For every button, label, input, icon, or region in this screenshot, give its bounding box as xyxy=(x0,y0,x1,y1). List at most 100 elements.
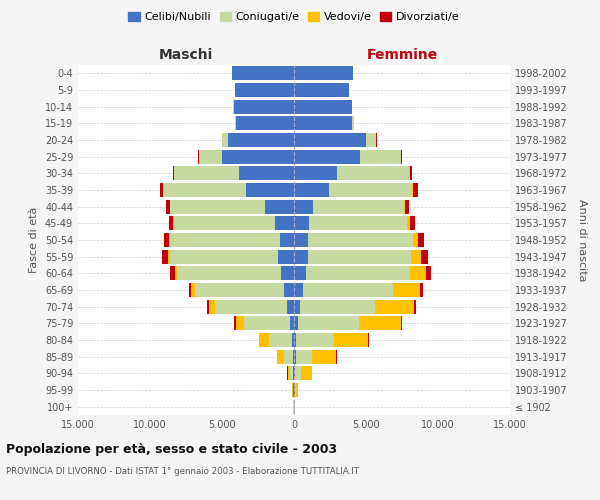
Bar xyxy=(232,66,294,80)
Bar xyxy=(215,300,287,314)
Bar xyxy=(406,200,409,214)
Bar xyxy=(287,366,290,380)
Bar xyxy=(199,150,222,164)
Bar xyxy=(296,383,298,397)
Bar xyxy=(420,283,422,297)
Bar xyxy=(401,316,402,330)
Bar xyxy=(294,150,360,164)
Bar xyxy=(313,200,404,214)
Bar xyxy=(198,150,199,164)
Bar xyxy=(329,183,412,197)
Bar xyxy=(293,350,294,364)
Bar xyxy=(166,200,170,214)
Bar xyxy=(275,216,294,230)
Bar xyxy=(175,216,275,230)
Bar xyxy=(306,266,410,280)
Bar xyxy=(294,233,308,247)
Bar xyxy=(294,100,352,114)
Y-axis label: Fasce di età: Fasce di età xyxy=(29,207,39,273)
Bar xyxy=(294,283,304,297)
Bar xyxy=(296,333,334,347)
Text: Femmine: Femmine xyxy=(367,48,437,62)
Bar xyxy=(359,316,401,330)
Bar xyxy=(309,216,407,230)
Bar xyxy=(413,233,418,247)
Bar xyxy=(294,216,309,230)
Legend: Celibi/Nubili, Coniugati/e, Vedovi/e, Divorziati/e: Celibi/Nubili, Coniugati/e, Vedovi/e, Di… xyxy=(124,8,464,27)
Bar xyxy=(290,316,294,330)
Bar xyxy=(401,150,402,164)
Bar xyxy=(301,366,312,380)
Bar xyxy=(412,183,413,197)
Bar xyxy=(189,283,191,297)
Bar xyxy=(407,216,410,230)
Bar xyxy=(222,133,228,147)
Text: Popolazione per età, sesso e stato civile - 2003: Popolazione per età, sesso e stato civil… xyxy=(6,442,337,456)
Bar xyxy=(294,66,353,80)
Bar xyxy=(334,333,368,347)
Bar xyxy=(209,300,215,314)
Bar xyxy=(337,166,409,180)
Bar xyxy=(368,333,369,347)
Bar xyxy=(239,166,294,180)
Bar xyxy=(421,250,428,264)
Bar xyxy=(294,200,313,214)
Bar xyxy=(222,150,294,164)
Bar xyxy=(244,316,290,330)
Bar xyxy=(418,233,424,247)
Bar xyxy=(295,366,301,380)
Bar xyxy=(294,300,301,314)
Bar xyxy=(293,366,294,380)
Bar xyxy=(235,316,236,330)
Bar xyxy=(194,283,284,297)
Bar xyxy=(404,200,406,214)
Bar xyxy=(284,283,294,297)
Bar xyxy=(294,250,308,264)
Bar xyxy=(233,100,294,114)
Bar xyxy=(410,166,412,180)
Bar xyxy=(236,116,294,130)
Bar xyxy=(292,333,294,347)
Bar xyxy=(191,283,194,297)
Bar xyxy=(414,300,416,314)
Bar xyxy=(277,350,284,364)
Bar xyxy=(308,250,412,264)
Bar xyxy=(294,116,352,130)
Bar xyxy=(410,266,426,280)
Bar xyxy=(287,300,294,314)
Bar xyxy=(207,300,209,314)
Bar xyxy=(426,266,431,280)
Bar xyxy=(247,183,294,197)
Text: PROVINCIA DI LIVORNO - Dati ISTAT 1° gennaio 2003 - Elaborazione TUTTITALIA.IT: PROVINCIA DI LIVORNO - Dati ISTAT 1° gen… xyxy=(6,468,359,476)
Bar xyxy=(311,350,336,364)
Bar xyxy=(360,150,401,164)
Bar xyxy=(294,166,337,180)
Bar xyxy=(294,333,296,347)
Bar xyxy=(169,233,170,247)
Bar xyxy=(170,266,175,280)
Bar xyxy=(294,133,366,147)
Bar xyxy=(170,200,265,214)
Bar xyxy=(173,216,175,230)
Bar xyxy=(162,250,168,264)
Bar xyxy=(280,233,294,247)
Bar xyxy=(160,183,163,197)
Bar xyxy=(294,183,329,197)
Bar xyxy=(298,316,359,330)
Bar xyxy=(175,266,178,280)
Bar xyxy=(170,250,278,264)
Bar xyxy=(228,133,294,147)
Bar xyxy=(295,383,296,397)
Bar xyxy=(269,333,292,347)
Bar xyxy=(410,216,415,230)
Bar xyxy=(376,300,414,314)
Bar xyxy=(278,250,294,264)
Bar xyxy=(304,283,392,297)
Bar xyxy=(413,183,418,197)
Bar xyxy=(294,366,295,380)
Bar xyxy=(294,266,306,280)
Bar xyxy=(265,200,294,214)
Bar xyxy=(284,350,293,364)
Bar xyxy=(168,250,170,264)
Bar xyxy=(163,183,247,197)
